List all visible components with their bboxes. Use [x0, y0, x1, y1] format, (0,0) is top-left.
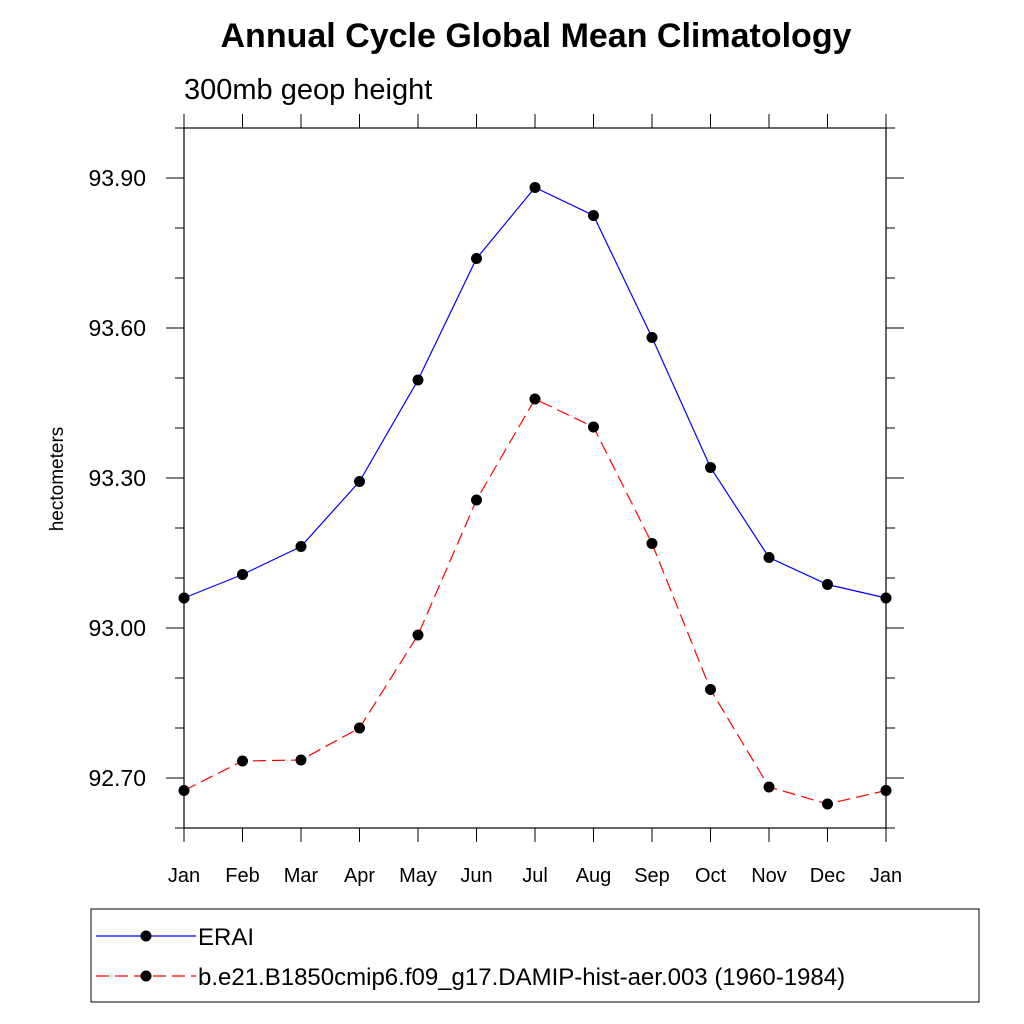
y-tick-label: 93.30	[88, 465, 146, 491]
data-point	[588, 421, 599, 433]
series-1	[178, 182, 892, 604]
data-point	[822, 579, 833, 590]
data-point	[880, 592, 892, 604]
series-layer	[178, 182, 892, 810]
data-point	[354, 722, 365, 734]
data-point	[178, 785, 190, 796]
x-tick-label: Dec	[810, 865, 846, 887]
data-point	[763, 781, 775, 793]
x-tick-label: Jul	[522, 865, 548, 887]
series-2	[178, 393, 892, 810]
data-point	[646, 332, 658, 343]
data-point	[705, 462, 716, 473]
x-tick-label: Jan	[168, 865, 200, 887]
legend-marker	[140, 930, 152, 942]
x-tick-label: Nov	[751, 865, 787, 887]
legend-label: b.e21.B1850cmip6.f09_g17.DAMIP-hist-aer.…	[198, 964, 845, 991]
x-tick-label: Jan	[870, 865, 902, 887]
data-point	[529, 393, 541, 405]
x-tick-label: Sep	[634, 865, 670, 887]
legend-box	[90, 908, 980, 1003]
x-tick-label: Oct	[695, 865, 727, 887]
data-point	[412, 374, 424, 386]
x-tick-label: Apr	[344, 865, 375, 887]
legend-label: ERAI	[198, 924, 254, 951]
x-tick-label: Aug	[576, 865, 612, 887]
legend-marker	[140, 970, 152, 982]
series-line	[183, 398, 887, 805]
data-point	[822, 798, 833, 810]
data-point	[471, 494, 482, 506]
y-tick-label: 93.90	[88, 165, 146, 191]
y-tick-label: 93.00	[88, 615, 146, 641]
y-axis-label: hectometers	[47, 427, 68, 532]
data-point	[295, 541, 307, 552]
x-tick-label: Mar	[284, 865, 319, 887]
plot-axes: Jan Feb Mar Apr May Jun Jul Aug Sep Oct Nov Dec Jan 9…	[88, 114, 904, 887]
chart-title: Annual Cycle Global Mean Climatology	[221, 17, 852, 55]
legend: ERAI b.e21.B1850cmip6.f09_g17.DAMIP-hist-…	[90, 908, 980, 1003]
data-point	[763, 552, 775, 563]
chart-subtitle: 300mb geop height	[184, 74, 432, 106]
data-point	[471, 253, 482, 264]
data-point	[588, 210, 599, 221]
data-point	[412, 629, 424, 641]
data-point	[178, 592, 190, 604]
y-tick-label: 93.60	[88, 315, 146, 341]
data-point	[354, 476, 365, 487]
data-point	[237, 755, 248, 767]
data-point	[880, 785, 892, 796]
x-tick-label: Jun	[460, 865, 492, 887]
data-point	[237, 569, 248, 580]
x-tick-label: May	[399, 865, 437, 887]
data-point	[705, 684, 716, 695]
y-tick-label: 92.70	[88, 765, 146, 791]
data-point	[646, 538, 658, 549]
data-point	[295, 754, 307, 766]
series-line	[183, 186, 887, 599]
data-point	[529, 182, 541, 193]
plot-frame	[183, 127, 887, 829]
x-tick-label: Feb	[225, 865, 259, 887]
